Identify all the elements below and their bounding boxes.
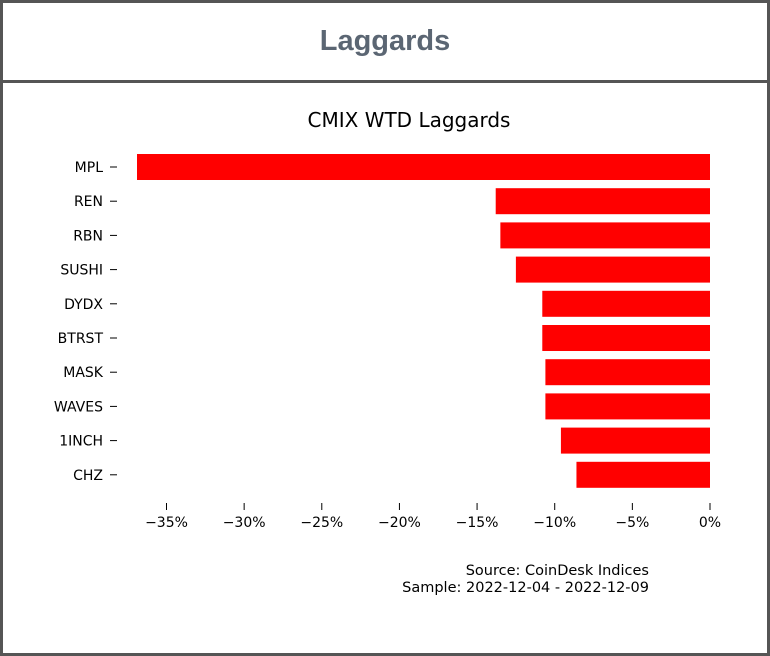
chart-title: CMIX WTD Laggards xyxy=(308,108,511,132)
bar-rbn xyxy=(500,222,710,249)
y-tick-label: RBN xyxy=(73,228,103,244)
x-tick-label: −30% xyxy=(223,515,266,531)
sample-note: Sample: 2022-12-04 - 2022-12-09 xyxy=(402,580,649,596)
y-tick-label: BTRST xyxy=(58,331,104,347)
bars-group xyxy=(137,154,710,488)
y-tick-labels: MPL REN RBN SUSHI DYDX BTRST MASK WAVES 1INCH CHZ xyxy=(54,160,117,484)
x-tick-label: −20% xyxy=(378,515,421,531)
bar-mask xyxy=(545,359,710,386)
header-bar: Laggards xyxy=(3,3,767,83)
x-tick-label: 0% xyxy=(699,515,721,531)
y-tick-label: SUSHI xyxy=(60,263,103,279)
x-tick-label: −5% xyxy=(615,515,649,531)
x-ticks: −35% −30% −25% −20% −15% −10% −5% 0% xyxy=(145,503,721,531)
x-tick-label: −25% xyxy=(300,515,343,531)
bar-mpl xyxy=(137,154,710,180)
bar-1inch xyxy=(560,427,710,454)
y-tick-label: 1INCH xyxy=(59,434,103,450)
source-note: Source: CoinDesk Indices xyxy=(466,563,649,579)
y-tick-label: REN xyxy=(74,194,103,210)
page-title: Laggards xyxy=(319,25,451,57)
x-tick-label: −15% xyxy=(456,515,499,531)
bar-chz xyxy=(576,461,710,488)
bar-ren xyxy=(495,188,710,215)
y-tick-label: MASK xyxy=(63,365,104,381)
bar-btrst xyxy=(542,325,710,351)
x-tick-label: −35% xyxy=(145,515,188,531)
bar-dydx xyxy=(542,290,710,317)
y-tick-label: MPL xyxy=(75,160,104,176)
y-tick-label: WAVES xyxy=(54,399,103,415)
bar-waves xyxy=(545,393,710,420)
bar-sushi xyxy=(515,256,710,283)
y-tick-label: DYDX xyxy=(64,297,103,313)
y-tick-label: CHZ xyxy=(73,468,103,484)
x-tick-label: −10% xyxy=(533,515,576,531)
